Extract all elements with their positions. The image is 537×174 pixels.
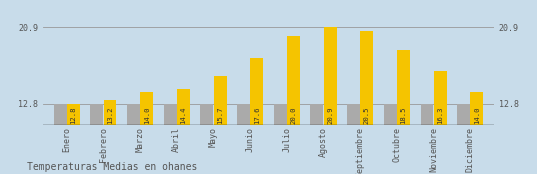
- Text: 14.0: 14.0: [474, 107, 480, 124]
- Text: 20.5: 20.5: [364, 107, 370, 124]
- Bar: [164, 104, 177, 125]
- Text: 16.3: 16.3: [437, 107, 443, 124]
- Text: 20.9: 20.9: [327, 107, 333, 124]
- Bar: [250, 58, 263, 125]
- Bar: [104, 100, 117, 125]
- Bar: [397, 50, 410, 125]
- Text: 20.0: 20.0: [291, 107, 296, 124]
- Bar: [310, 104, 323, 125]
- Bar: [67, 104, 80, 125]
- Bar: [140, 92, 153, 125]
- Bar: [434, 71, 447, 125]
- Bar: [54, 104, 67, 125]
- Text: 14.0: 14.0: [144, 107, 150, 124]
- Bar: [274, 104, 287, 125]
- Bar: [324, 27, 337, 125]
- Text: 12.8: 12.8: [70, 107, 76, 124]
- Text: 18.5: 18.5: [401, 107, 407, 124]
- Text: Temperaturas Medias en ohanes: Temperaturas Medias en ohanes: [27, 162, 197, 172]
- Text: 14.4: 14.4: [180, 107, 186, 124]
- Bar: [237, 104, 250, 125]
- Bar: [420, 104, 433, 125]
- Bar: [127, 104, 140, 125]
- Text: 15.7: 15.7: [217, 107, 223, 124]
- Bar: [90, 104, 103, 125]
- Text: 13.2: 13.2: [107, 107, 113, 124]
- Bar: [347, 104, 360, 125]
- Text: 17.6: 17.6: [254, 107, 260, 124]
- Bar: [214, 76, 227, 125]
- Bar: [457, 104, 470, 125]
- Bar: [177, 89, 190, 125]
- Bar: [287, 36, 300, 125]
- Bar: [384, 104, 397, 125]
- Bar: [200, 104, 213, 125]
- Bar: [470, 92, 483, 125]
- Bar: [360, 31, 373, 125]
